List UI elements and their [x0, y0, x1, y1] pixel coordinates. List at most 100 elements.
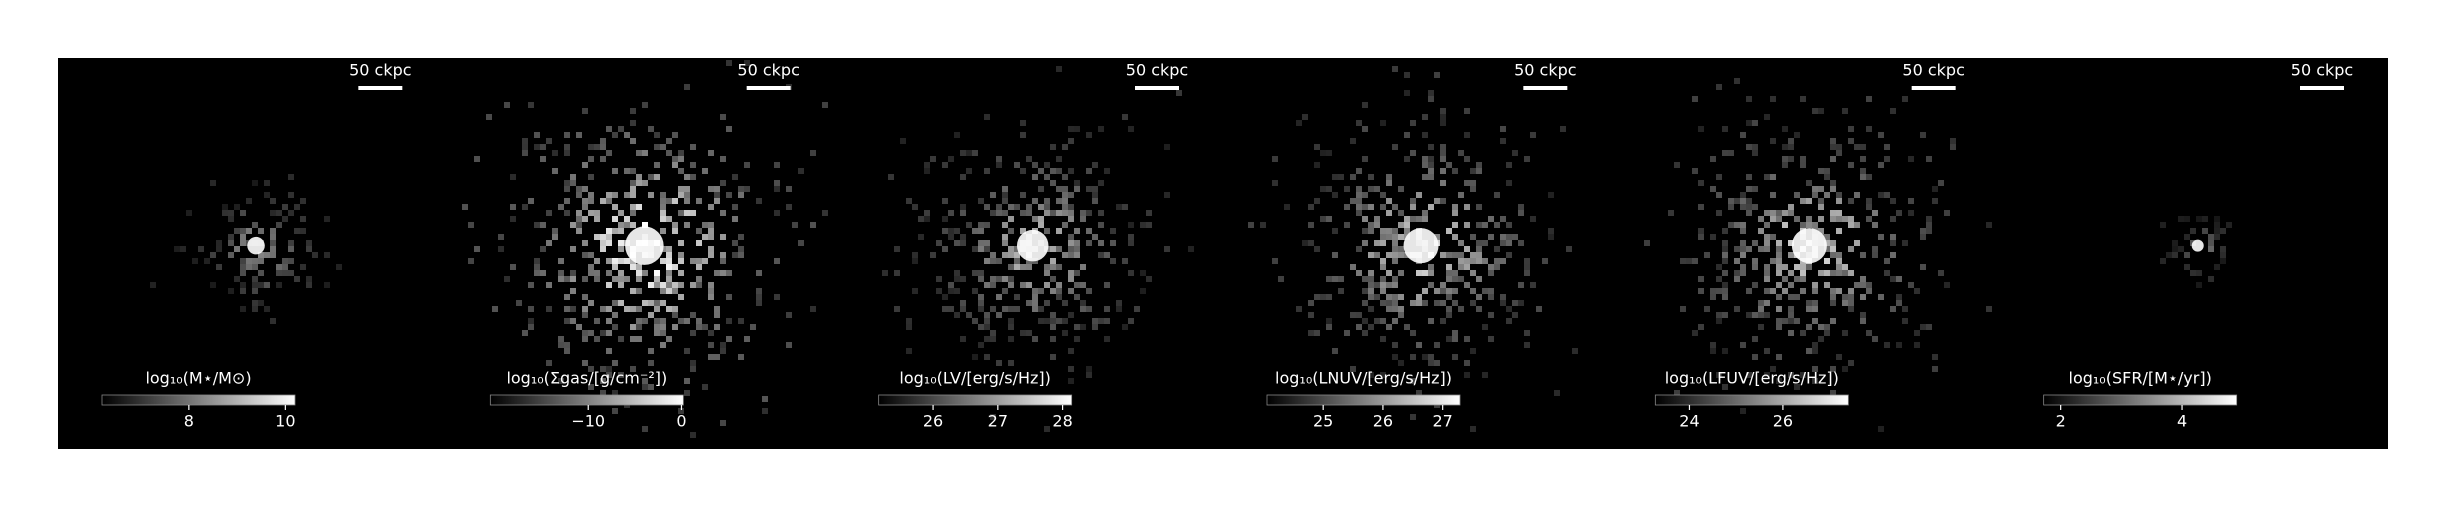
- pixel: [1764, 246, 1770, 252]
- colorbar-label: log₁₀(M⋆/M⊙): [145, 369, 251, 388]
- pixel: [1722, 150, 1728, 156]
- pixel: [810, 222, 816, 228]
- pixel: [564, 144, 570, 150]
- pixel: [1458, 252, 1464, 258]
- pixel: [624, 168, 630, 174]
- pixel: [978, 222, 984, 228]
- pixel: [1410, 216, 1416, 222]
- pixel: [1818, 270, 1824, 276]
- pixel: [726, 270, 732, 276]
- pixel: [1494, 222, 1500, 228]
- pixel: [1068, 240, 1074, 246]
- pixel: [270, 210, 276, 216]
- pixel: [558, 336, 564, 342]
- pixel: [1704, 306, 1710, 312]
- pixel: [1806, 222, 1812, 228]
- pixel: [960, 240, 966, 246]
- pixel: [1752, 336, 1758, 342]
- pixel: [1878, 132, 1884, 138]
- pixel: [1812, 192, 1818, 198]
- pixel: [1812, 378, 1818, 384]
- pixel: [690, 282, 696, 288]
- pixel: [1356, 324, 1362, 330]
- pixel: [1020, 282, 1026, 288]
- pixel: [1818, 204, 1824, 210]
- pixel: [630, 210, 636, 216]
- pixel: [1764, 174, 1770, 180]
- pixel: [1746, 246, 1752, 252]
- pixel: [582, 198, 588, 204]
- pixel: [1548, 234, 1554, 240]
- pixel: [1698, 126, 1704, 132]
- pixel: [288, 270, 294, 276]
- pixel: [1830, 216, 1836, 222]
- pixel: [1050, 288, 1056, 294]
- pixel: [252, 300, 258, 306]
- pixel: [1008, 204, 1014, 210]
- pixel: [606, 198, 612, 204]
- pixel: [2220, 228, 2226, 234]
- pixel: [612, 264, 618, 270]
- pixel: [1740, 270, 1746, 276]
- pixel: [270, 234, 276, 240]
- pixel: [582, 306, 588, 312]
- pixel: [186, 210, 192, 216]
- pixel: [1446, 270, 1452, 276]
- pixel: [660, 198, 666, 204]
- pixel: [1914, 330, 1920, 336]
- pixel: [1050, 336, 1056, 342]
- pixel: [1320, 294, 1326, 300]
- pixel: [654, 162, 660, 168]
- pixel: [792, 222, 798, 228]
- pixel: [1386, 294, 1392, 300]
- colorbar-tick-label: 28: [1052, 412, 1072, 431]
- pixel: [1446, 228, 1452, 234]
- pixel: [1824, 246, 1830, 252]
- pixel: [1692, 258, 1698, 264]
- pixel: [972, 150, 978, 156]
- pixel: [1932, 354, 1938, 360]
- pixel: [630, 222, 636, 228]
- pixel: [492, 306, 498, 312]
- pixel: [540, 270, 546, 276]
- pixel: [1788, 282, 1794, 288]
- pixel: [1782, 318, 1788, 324]
- pixel: [1062, 300, 1068, 306]
- pixel: [996, 210, 1002, 216]
- pixel: [1926, 324, 1932, 330]
- pixel: [1836, 288, 1842, 294]
- pixel: [1794, 294, 1800, 300]
- pixel: [606, 330, 612, 336]
- pixel: [2184, 234, 2190, 240]
- pixel: [618, 210, 624, 216]
- pixel: [960, 210, 966, 216]
- pixel: [1008, 252, 1014, 258]
- pixel: [570, 246, 576, 252]
- pixel: [1428, 318, 1434, 324]
- pixel: [1500, 240, 1506, 246]
- pixel: [576, 216, 582, 222]
- pixel: [1272, 180, 1278, 186]
- pixel: [1032, 306, 1038, 312]
- pixel: [660, 282, 666, 288]
- pixel: [1836, 270, 1842, 276]
- pixel: [1518, 300, 1524, 306]
- pixel: [510, 264, 516, 270]
- pixel: [1386, 228, 1392, 234]
- pixel: [1860, 282, 1866, 288]
- pixel: [1092, 162, 1098, 168]
- pixel: [1776, 294, 1782, 300]
- pixel: [672, 282, 678, 288]
- pixel: [1002, 252, 1008, 258]
- pixel: [1866, 330, 1872, 336]
- pixel: [1056, 318, 1062, 324]
- pixel: [1512, 312, 1518, 318]
- pixel: [1002, 288, 1008, 294]
- pixel: [1062, 252, 1068, 258]
- pixel: [1842, 264, 1848, 270]
- pixel: [1776, 354, 1782, 360]
- pixel: [570, 270, 576, 276]
- pixel: [1410, 330, 1416, 336]
